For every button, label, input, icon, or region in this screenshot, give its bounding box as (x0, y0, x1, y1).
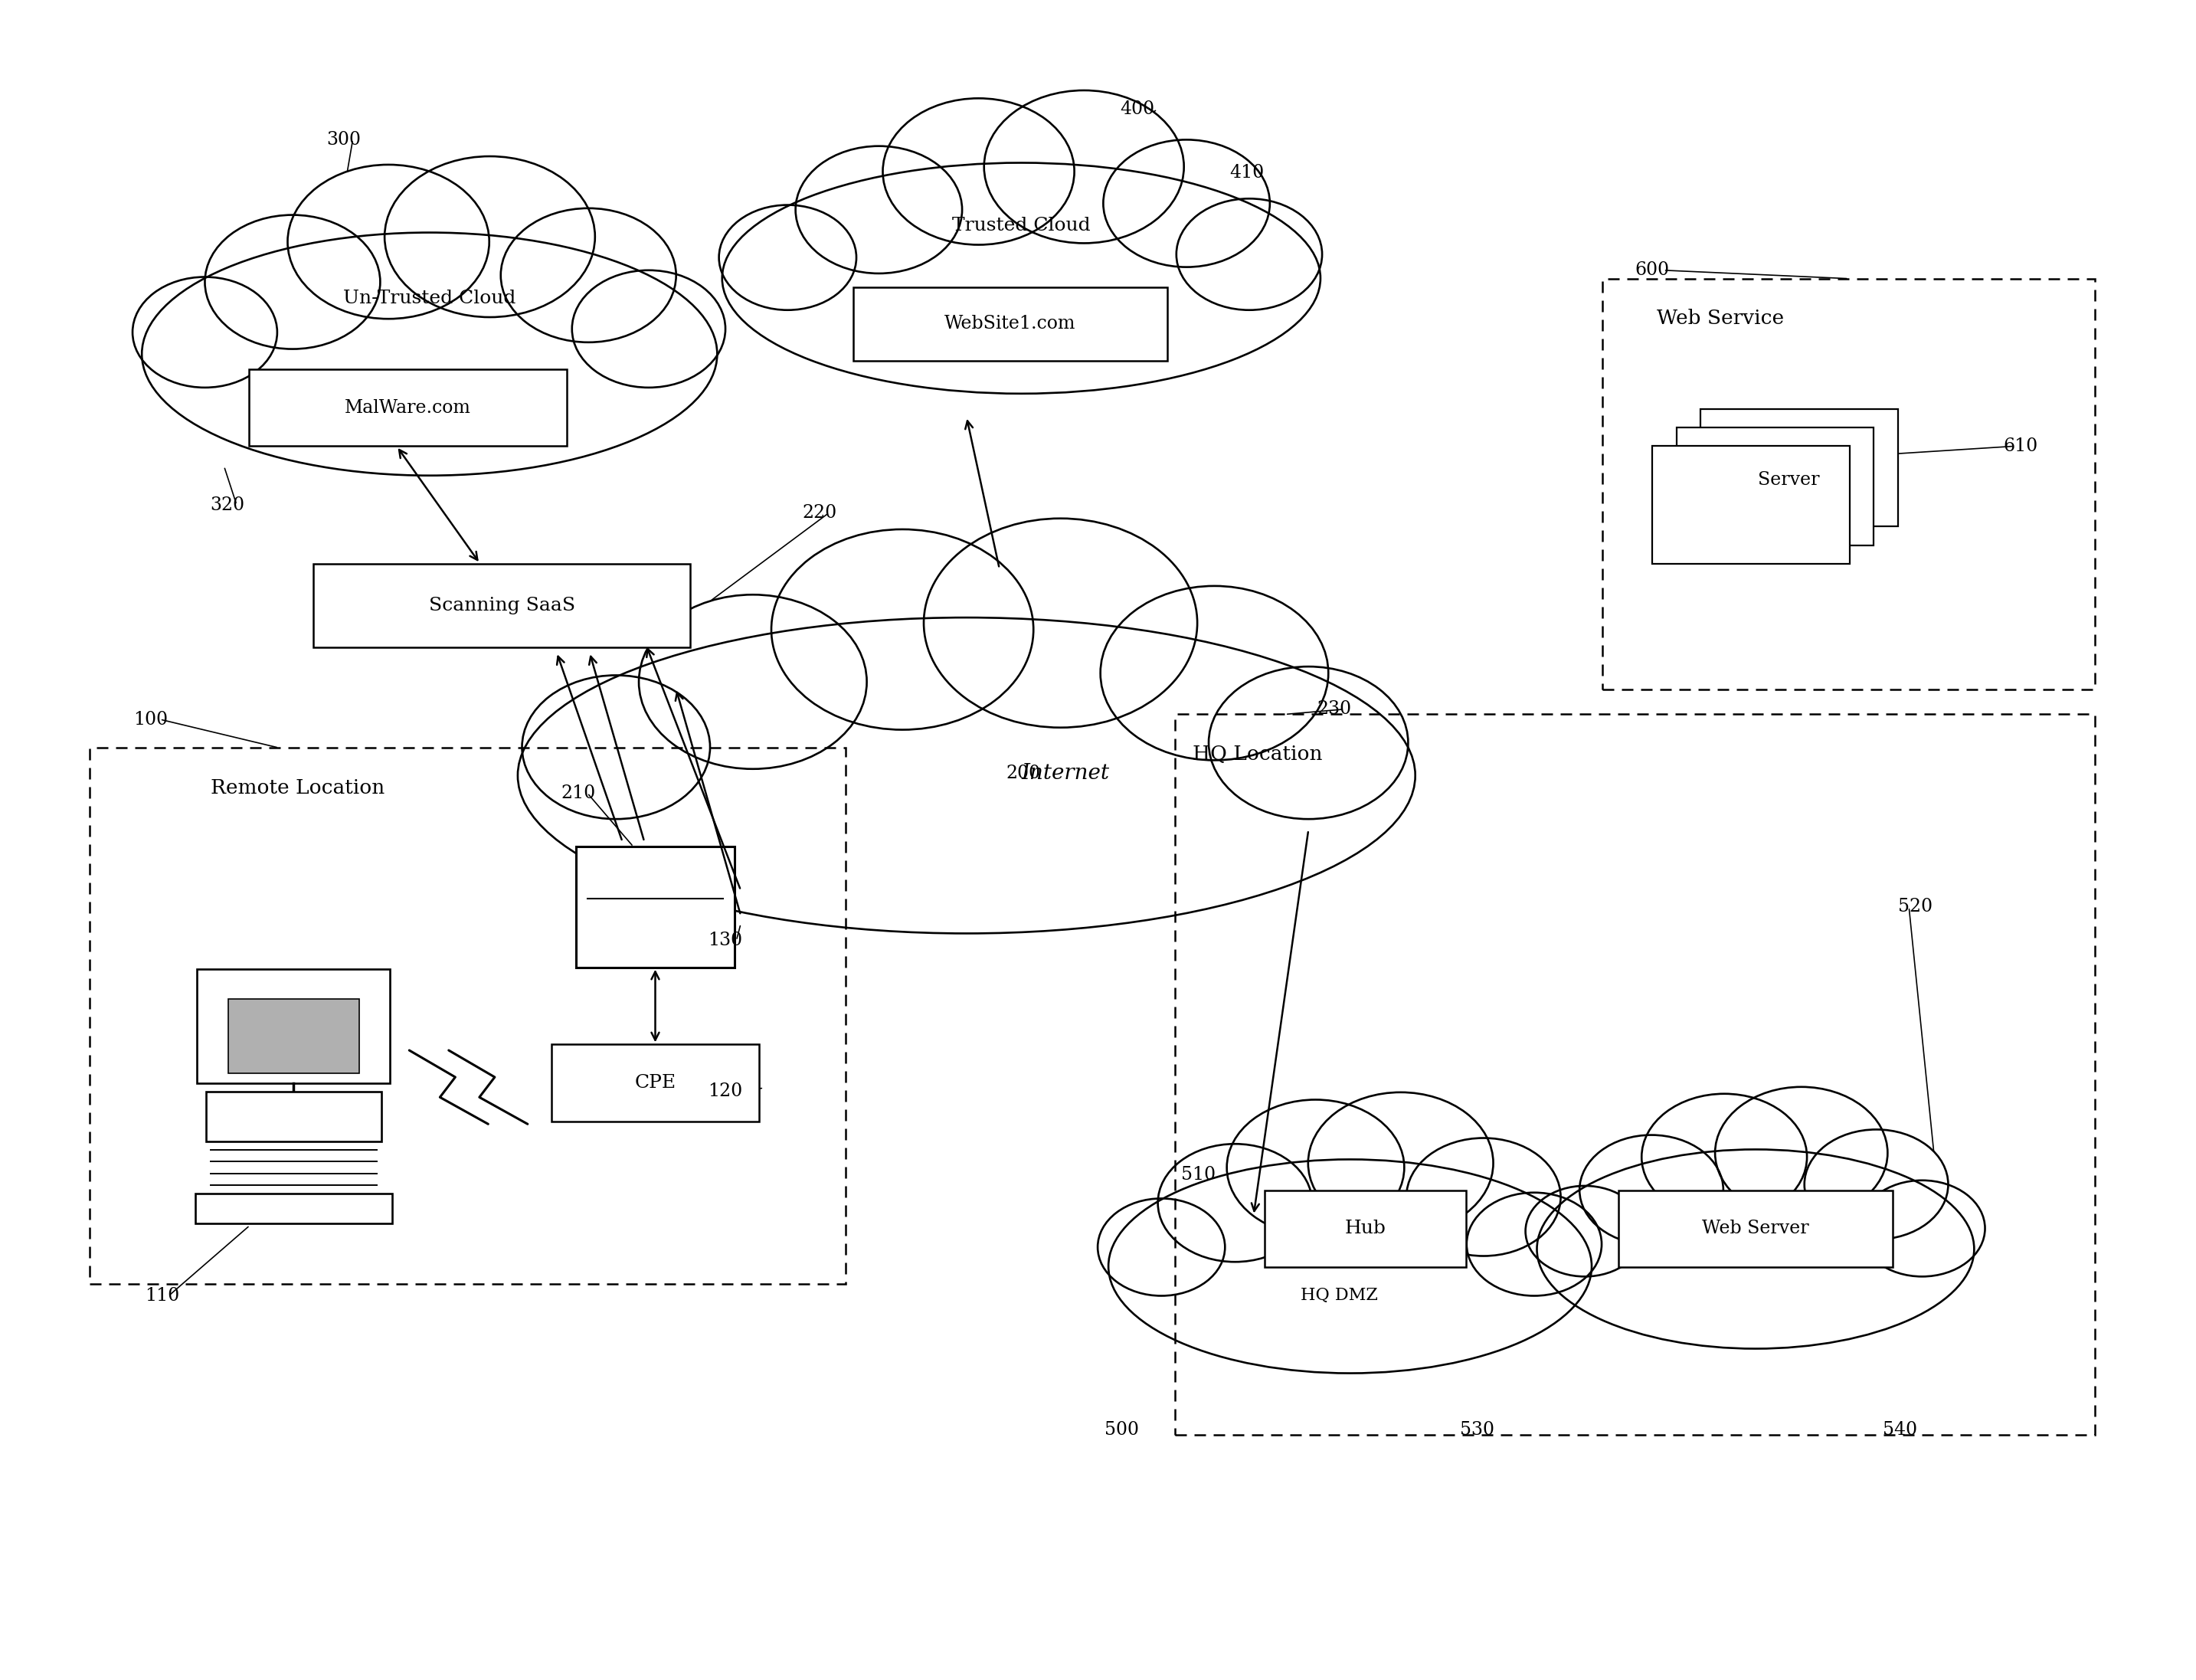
Ellipse shape (143, 232, 718, 475)
Circle shape (1309, 1092, 1493, 1233)
Text: 110: 110 (145, 1287, 180, 1305)
Text: 120: 120 (707, 1082, 742, 1100)
FancyBboxPatch shape (195, 1193, 393, 1223)
FancyBboxPatch shape (551, 1045, 760, 1122)
Circle shape (639, 595, 867, 769)
Circle shape (1102, 139, 1269, 267)
Text: HQ Location: HQ Location (1192, 744, 1322, 764)
FancyBboxPatch shape (575, 847, 733, 968)
Circle shape (984, 91, 1184, 244)
Ellipse shape (1109, 1159, 1592, 1373)
Text: 540: 540 (1882, 1421, 1917, 1438)
Circle shape (925, 519, 1197, 727)
Circle shape (1643, 1094, 1807, 1220)
Circle shape (1715, 1087, 1889, 1218)
Text: 210: 210 (560, 785, 595, 801)
Text: WebSite1.com: WebSite1.com (944, 316, 1076, 333)
Text: HQ DMZ: HQ DMZ (1300, 1287, 1377, 1304)
Circle shape (795, 146, 962, 274)
Text: Trusted Cloud: Trusted Cloud (953, 217, 1091, 235)
Text: 320: 320 (211, 496, 246, 514)
Text: 500: 500 (1105, 1421, 1140, 1438)
Text: Web Server: Web Server (1702, 1220, 1810, 1238)
Text: Web Service: Web Service (1658, 309, 1783, 328)
Text: MalWare.com: MalWare.com (345, 398, 470, 417)
Text: Internet: Internet (1021, 763, 1109, 783)
FancyBboxPatch shape (1676, 428, 1873, 544)
Circle shape (1579, 1136, 1724, 1245)
Text: 230: 230 (1318, 701, 1353, 717)
Circle shape (288, 165, 490, 319)
Text: 610: 610 (2003, 437, 2038, 455)
FancyBboxPatch shape (1618, 1189, 1893, 1267)
Circle shape (1860, 1181, 1985, 1277)
Text: 520: 520 (1897, 899, 1932, 916)
FancyBboxPatch shape (854, 287, 1166, 361)
Circle shape (1100, 586, 1329, 761)
Text: 400: 400 (1120, 101, 1155, 118)
Circle shape (1805, 1129, 1948, 1240)
Text: 200: 200 (1006, 764, 1041, 781)
FancyBboxPatch shape (198, 969, 391, 1084)
Text: 300: 300 (327, 131, 360, 148)
Circle shape (1467, 1193, 1601, 1295)
Text: 220: 220 (802, 504, 837, 522)
Circle shape (1526, 1186, 1645, 1277)
Circle shape (204, 215, 380, 349)
Text: 130: 130 (707, 932, 742, 949)
Text: 600: 600 (1636, 262, 1669, 279)
Text: 100: 100 (134, 711, 169, 727)
Circle shape (132, 277, 277, 388)
Text: Scanning SaaS: Scanning SaaS (428, 596, 575, 615)
Ellipse shape (518, 618, 1414, 934)
FancyBboxPatch shape (1700, 410, 1897, 526)
Ellipse shape (1537, 1149, 1974, 1349)
Text: 510: 510 (1181, 1166, 1217, 1184)
Circle shape (1098, 1198, 1225, 1295)
Circle shape (1405, 1137, 1561, 1257)
FancyBboxPatch shape (228, 1000, 360, 1074)
Text: 530: 530 (1460, 1421, 1493, 1438)
Text: HQ Intranet: HQ Intranet (1702, 1213, 1807, 1230)
FancyBboxPatch shape (248, 370, 567, 447)
Circle shape (523, 675, 709, 820)
FancyBboxPatch shape (1265, 1189, 1467, 1267)
Text: CPE: CPE (635, 1074, 676, 1092)
Circle shape (1208, 667, 1408, 820)
Text: Hub: Hub (1344, 1220, 1386, 1238)
Circle shape (1157, 1144, 1313, 1262)
Text: Un-Trusted Cloud: Un-Trusted Cloud (343, 291, 516, 307)
Circle shape (571, 270, 725, 388)
Text: 410: 410 (1230, 165, 1265, 181)
FancyBboxPatch shape (1654, 447, 1849, 563)
Circle shape (384, 156, 595, 318)
Text: Server: Server (1757, 470, 1818, 489)
Ellipse shape (722, 163, 1320, 393)
Text: Remote Location: Remote Location (211, 778, 384, 796)
Circle shape (718, 205, 856, 311)
FancyBboxPatch shape (206, 1092, 382, 1142)
FancyBboxPatch shape (314, 563, 690, 647)
Circle shape (771, 529, 1034, 729)
Circle shape (883, 99, 1074, 245)
Circle shape (1177, 198, 1322, 311)
Circle shape (501, 208, 676, 343)
Circle shape (1228, 1100, 1403, 1235)
